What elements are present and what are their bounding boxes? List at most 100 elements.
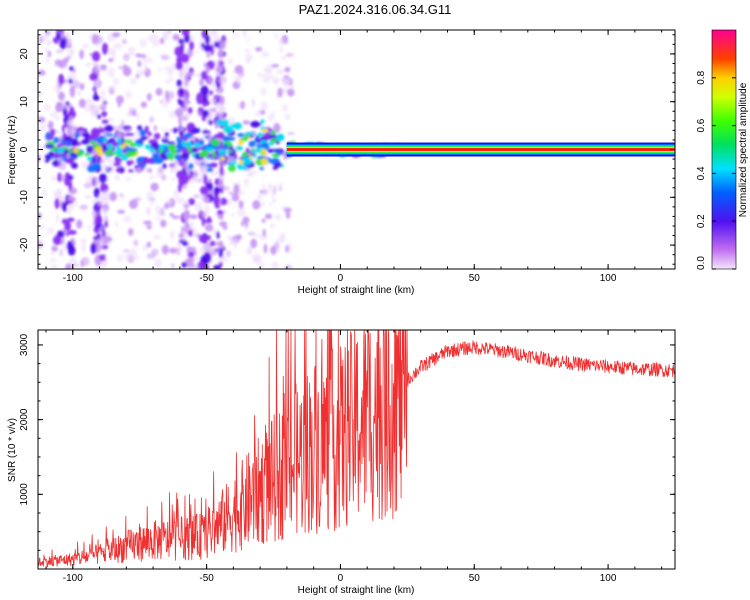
spectrogram-blob — [138, 162, 144, 167]
spectrogram-blob — [103, 124, 114, 133]
spectrogram-blob — [87, 224, 92, 231]
spectrogram-blob — [44, 153, 52, 161]
spectrogram-blob — [204, 34, 211, 45]
spectrogram-blob — [122, 215, 132, 223]
spectrogram-blob — [107, 47, 116, 56]
spectrogram-blob — [135, 53, 143, 58]
spectrogram-blob — [174, 154, 181, 160]
snr-panel: -100 -50 0 50 100 1000 2000 3000 Height of stra… — [7, 329, 676, 596]
snr-series-line — [38, 330, 675, 568]
spectrogram-blob — [114, 158, 123, 163]
spectrogram-blob — [90, 242, 97, 254]
spectrogram-blob — [153, 157, 164, 164]
spectrogram-blob — [39, 123, 47, 131]
spectrogram-blob — [284, 66, 291, 73]
spectrogram-blob — [128, 248, 138, 258]
chart-title: PAZ1.2024.316.06.34.G11 — [299, 2, 452, 17]
spectrogram-blob — [279, 46, 284, 54]
spectrogram-blob — [256, 143, 262, 149]
spectrogram-blob — [167, 30, 172, 35]
spectrogram-blob — [201, 146, 206, 151]
spectrogram-blob — [271, 63, 280, 68]
spectrogram-blob — [38, 69, 46, 76]
spectrogram-blob — [94, 146, 103, 152]
spectrogram-blob — [169, 247, 177, 254]
spectrogram-blob — [207, 234, 211, 241]
spectrogram-blob — [149, 147, 155, 154]
spectrogram-blob — [78, 98, 86, 108]
spectrogram-blob — [130, 77, 137, 85]
spectrogram-blob — [187, 229, 193, 237]
spectrogram-blob — [72, 147, 79, 154]
spectrogram-blob — [179, 89, 184, 95]
spectrogram-blob — [107, 85, 116, 93]
spectrogram-blob — [261, 218, 266, 224]
spectrogram-blob — [287, 88, 295, 97]
spectrogram-blob — [171, 160, 180, 164]
spectrogram-blob — [219, 255, 228, 263]
spectrogram-blob — [210, 139, 220, 147]
spectrogram-blob — [202, 252, 212, 264]
spectrogram-blob — [267, 148, 275, 153]
spectrogram-blob — [201, 109, 210, 118]
spectrogram-blob — [76, 219, 83, 229]
spectrogram-blob — [59, 196, 65, 203]
spectrogram-blob — [42, 188, 48, 197]
spectrogram-blob — [68, 78, 73, 84]
spectrogram-blob — [281, 55, 287, 61]
spectrogram-blob — [129, 142, 138, 148]
spectrogram-blob — [205, 65, 210, 74]
spectrogram-blob — [272, 154, 280, 158]
spectrogram-blob — [159, 207, 165, 217]
spectrogram-blob — [181, 140, 186, 147]
spectrogram-blob — [117, 100, 121, 108]
spectrogram-blob — [56, 230, 65, 238]
spectrogram-blob — [146, 36, 153, 42]
spectrogram-blob — [276, 69, 283, 75]
spectrogram-blob — [44, 143, 55, 149]
spectrogram-blob — [96, 237, 105, 250]
spectrogram-blob — [46, 57, 50, 64]
spectrogram-blob — [203, 44, 213, 53]
spectrogram-blob — [69, 138, 79, 146]
spectrogram-blob — [143, 158, 154, 164]
spectrogram-blob — [278, 232, 286, 238]
spectrogram-blob — [107, 67, 115, 78]
spectrogram-blob — [242, 157, 253, 165]
spectrogram-blob — [245, 223, 249, 228]
spectrogram-blob — [131, 256, 140, 260]
colorbar-tick-label: 0.2 — [696, 214, 707, 228]
spectrogram-blob — [65, 141, 72, 147]
spectrogram-blob — [100, 89, 105, 99]
spectrogram-blob — [265, 69, 272, 76]
spectrogram-blob — [66, 49, 76, 54]
x-tick-label: 0 — [338, 573, 344, 584]
spectrogram-blob — [112, 32, 121, 38]
spectrogram-blob — [186, 71, 196, 78]
spectrogram-blob — [49, 129, 56, 137]
spectrogram-blob — [216, 81, 220, 89]
spectrogram-blob — [159, 99, 163, 104]
spectrogram-blob — [193, 172, 197, 182]
spectrogram-blob — [95, 103, 100, 113]
spectrogram-blob — [83, 182, 93, 189]
spectrogram-blob — [136, 112, 140, 121]
spectrogram-blob — [127, 162, 132, 167]
spectrogram-blob — [55, 49, 64, 54]
spectrogram-blob — [252, 200, 261, 210]
spectrogram-blob — [41, 32, 49, 42]
spectrogram-blob — [219, 221, 228, 227]
spectrogram-blob — [76, 90, 82, 96]
colorbar-tick-label: 0.8 — [696, 70, 707, 84]
spectrogram-blob — [236, 102, 241, 110]
spectrogram-blob — [196, 92, 204, 105]
spectrogram-blob — [113, 42, 122, 50]
spectrogram-blob — [46, 227, 55, 234]
spectrogram-blob — [110, 165, 115, 174]
spectrogram-blob — [273, 162, 282, 168]
spectrogram-blob — [84, 152, 90, 157]
spectrogram-blob — [234, 74, 242, 84]
spectrogram-blob — [143, 167, 149, 173]
spectrogram-blob — [228, 149, 233, 153]
spectrogram-blob — [58, 73, 65, 86]
